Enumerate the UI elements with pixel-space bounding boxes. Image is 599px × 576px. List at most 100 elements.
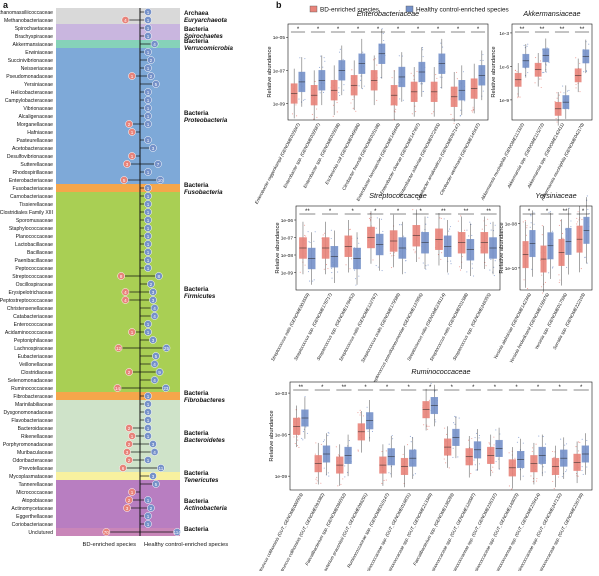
data-point <box>558 281 560 283</box>
data-point <box>380 218 383 220</box>
count-label-hc: 1 <box>147 98 150 103</box>
data-point <box>339 51 341 53</box>
count-node-hc <box>149 288 157 296</box>
data-point <box>554 456 556 458</box>
x-tick-label: Anaerotruncus colihominis (GUT_GENOME000… <box>251 492 304 571</box>
x-tick-label: Streptococcus spp. (GENOME178452) <box>316 292 356 362</box>
data-point <box>460 215 462 217</box>
data-point <box>330 237 332 240</box>
count-label-bd: 6 <box>122 466 125 471</box>
count-label-hc: 1 <box>147 218 150 223</box>
family-label: Lachnospiraceae <box>14 346 53 352</box>
boxplot-panel: Enterobacteriaceae Relative abundance1e-0… <box>254 9 489 205</box>
data-point <box>471 438 473 440</box>
count-node-hc <box>150 360 159 368</box>
family-label: Yersiniaceae <box>24 82 53 88</box>
data-point <box>552 450 554 453</box>
data-point <box>554 100 556 103</box>
data-point <box>525 234 528 236</box>
count-node-hc <box>144 16 152 24</box>
x-tick-label: Enterobacter spp. (GENOME030587) <box>282 122 321 189</box>
data-point <box>581 438 583 440</box>
data-point <box>348 440 350 442</box>
data-point <box>355 284 357 286</box>
data-point <box>309 241 311 244</box>
count-label-hc: 4 <box>153 314 156 319</box>
data-point <box>410 72 412 74</box>
significance-stars: * <box>429 385 432 391</box>
count-node-hc <box>144 64 152 72</box>
data-point <box>323 268 325 270</box>
count-label-hc: 3 <box>152 290 155 295</box>
family-label: Rikenellaceae <box>21 434 53 440</box>
data-point <box>482 59 484 62</box>
data-point <box>327 472 329 474</box>
data-point <box>530 475 532 477</box>
data-point <box>579 441 581 443</box>
phylum-sublabel: Proteobacteria <box>184 117 228 124</box>
data-point <box>577 211 579 213</box>
significance-stars: * <box>419 209 422 215</box>
y-axis-label: Relative abundance <box>491 46 497 97</box>
family-label: Desulfovibrionaceae <box>7 154 53 160</box>
family-label: Muribaculaceae <box>17 450 53 456</box>
family-label: Acetobacteraceae <box>12 146 53 152</box>
data-point <box>566 443 568 445</box>
data-point <box>478 437 480 439</box>
data-point <box>586 262 588 264</box>
data-point <box>454 415 456 418</box>
phylum-label: Bacteria <box>184 38 209 45</box>
data-point <box>315 442 317 444</box>
data-point <box>548 62 550 64</box>
data-point <box>415 111 417 113</box>
significance-stars: ** <box>560 27 565 33</box>
significance-stars: * <box>374 209 377 215</box>
significance-stars: * <box>329 209 332 215</box>
phylum-label: Bacteria <box>184 526 209 533</box>
data-point <box>421 83 423 85</box>
count-label-hc: 1 <box>147 210 150 215</box>
data-point <box>439 217 441 219</box>
data-point <box>575 57 577 59</box>
count-label-hc: 1 <box>147 250 150 255</box>
data-point <box>302 431 304 433</box>
data-point <box>328 432 330 434</box>
data-point <box>535 443 537 445</box>
data-point <box>377 266 379 268</box>
data-point <box>453 422 455 424</box>
data-point <box>356 237 359 239</box>
data-point <box>414 250 416 252</box>
data-point <box>340 483 342 485</box>
count-label-hc: 23 <box>163 386 169 391</box>
data-point <box>392 438 394 440</box>
data-point <box>446 433 448 435</box>
data-point <box>337 454 340 456</box>
family-label: Bacteroidaceae <box>18 426 54 432</box>
data-point <box>492 466 494 468</box>
count-label-bd: 1 <box>131 490 134 495</box>
count-label-hc: 1 <box>147 202 150 207</box>
significance-stars: * <box>407 385 410 391</box>
count-label-hc: 114 <box>173 530 181 535</box>
phylum-label: Bacteria <box>184 286 209 293</box>
legend-swatch-bd <box>309 5 318 13</box>
count-label-hc: 1 <box>147 194 150 199</box>
data-point <box>426 424 428 426</box>
data-point <box>517 96 519 98</box>
data-point <box>546 47 548 49</box>
data-point <box>559 279 561 281</box>
x-tick-label: Akkermansia muciniphila (GENOME042170) <box>539 122 585 202</box>
significance-stars: ** <box>298 385 303 391</box>
data-point <box>557 476 560 478</box>
count-node-bd <box>125 456 133 464</box>
count-node-hc <box>144 400 152 408</box>
count-label-bd: 1 <box>131 434 134 439</box>
data-point <box>556 92 558 94</box>
data-point <box>304 224 306 226</box>
count-label-bd: 4 <box>124 290 127 295</box>
data-point <box>358 85 360 87</box>
data-point <box>534 82 536 84</box>
family-label: Mycoplasmataceae <box>9 474 53 480</box>
data-point <box>452 118 454 120</box>
data-point <box>392 119 394 121</box>
